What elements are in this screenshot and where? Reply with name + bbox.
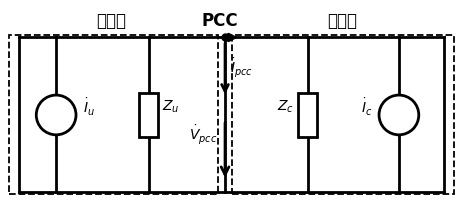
Text: $\dot{V}_{pcc}$: $\dot{V}_{pcc}$ <box>189 123 217 146</box>
Text: $Z_u$: $Z_u$ <box>163 99 180 115</box>
Text: $\dot{I}_u$: $\dot{I}_u$ <box>83 97 95 118</box>
Circle shape <box>36 95 76 135</box>
Text: 系统侧: 系统侧 <box>96 12 126 29</box>
Bar <box>138 93 158 137</box>
Text: $\dot{I}_c$: $\dot{I}_c$ <box>361 97 372 118</box>
Text: $\dot{I}_{pcc}$: $\dot{I}_{pcc}$ <box>230 56 253 79</box>
Text: 用户侧: 用户侧 <box>327 12 357 29</box>
Text: PCC: PCC <box>202 12 238 29</box>
Bar <box>298 93 318 137</box>
Text: $Z_c$: $Z_c$ <box>276 99 294 115</box>
Circle shape <box>379 95 419 135</box>
